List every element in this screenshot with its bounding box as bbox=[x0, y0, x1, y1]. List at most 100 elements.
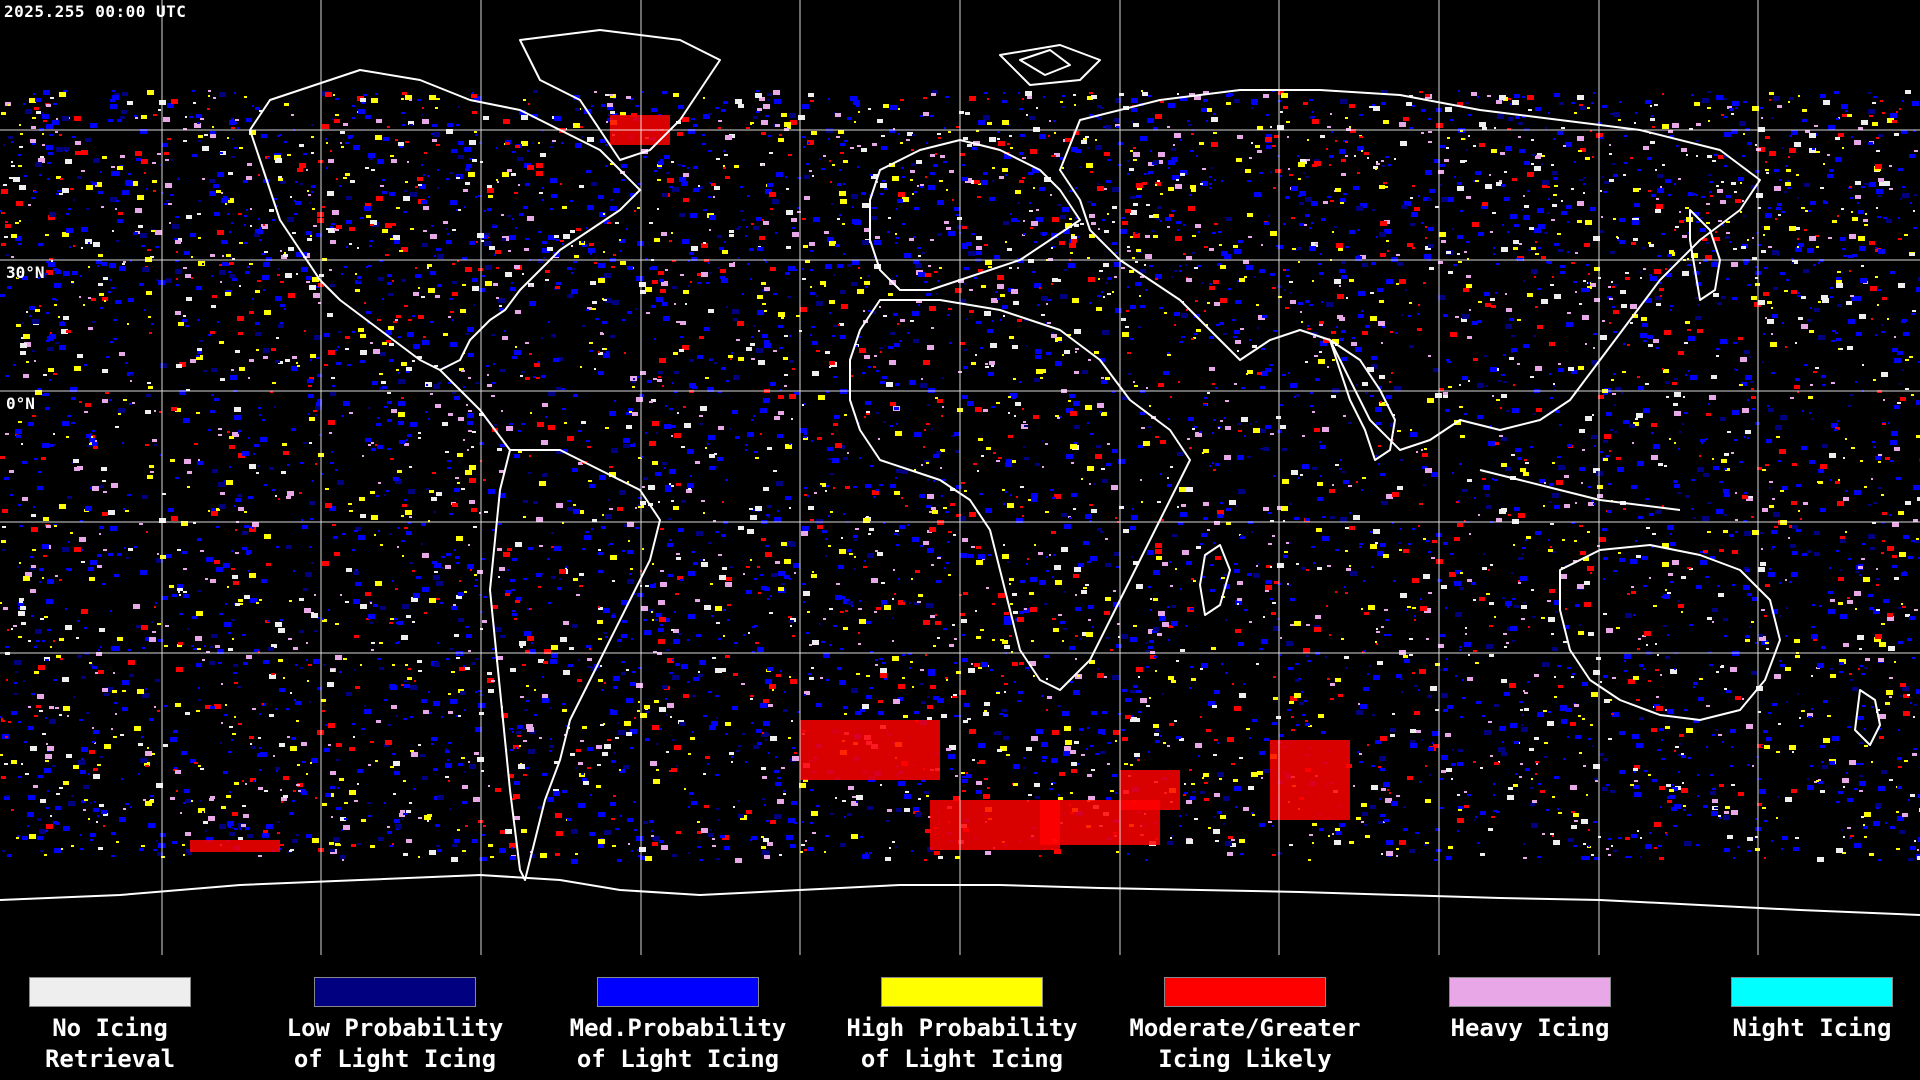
icing-pixel bbox=[1395, 332, 1398, 334]
icing-pixel bbox=[709, 359, 711, 361]
icing-pixel bbox=[1221, 251, 1228, 256]
icing-pixel bbox=[437, 169, 439, 171]
icing-pixel bbox=[877, 119, 883, 123]
icing-pixel bbox=[788, 154, 792, 156]
icing-pixel bbox=[844, 816, 846, 818]
icing-pixel bbox=[1710, 195, 1713, 197]
icing-pixel bbox=[1423, 538, 1426, 540]
icing-pixel bbox=[70, 387, 77, 392]
icing-pixel bbox=[1057, 417, 1060, 419]
icing-pixel bbox=[1682, 235, 1687, 238]
icing-pixel bbox=[1330, 200, 1334, 202]
icing-pixel bbox=[1158, 383, 1164, 387]
icing-pixel bbox=[784, 122, 791, 127]
icing-pixel bbox=[291, 366, 298, 371]
icing-pixel bbox=[517, 157, 523, 161]
icing-pixel bbox=[1535, 761, 1539, 763]
icing-pixel bbox=[1429, 189, 1435, 193]
icing-pixel bbox=[609, 466, 613, 468]
icing-pixel bbox=[1320, 253, 1322, 255]
icing-pixel bbox=[1246, 373, 1248, 375]
icing-pixel bbox=[1379, 300, 1384, 303]
icing-pixel bbox=[1550, 397, 1553, 399]
icing-pixel bbox=[983, 712, 989, 716]
icing-pixel bbox=[347, 364, 351, 366]
icing-pixel bbox=[308, 194, 311, 196]
icing-pixel bbox=[1485, 385, 1488, 387]
icing-pixel bbox=[1477, 320, 1482, 323]
icing-pixel bbox=[259, 239, 262, 241]
icing-pixel bbox=[648, 485, 655, 490]
icing-pixel bbox=[467, 449, 469, 451]
icing-pixel bbox=[892, 176, 899, 181]
icing-pixel bbox=[1297, 247, 1302, 250]
icing-pixel bbox=[92, 486, 99, 491]
icing-pixel bbox=[401, 112, 405, 114]
icing-pixel bbox=[8, 104, 10, 106]
icing-pixel bbox=[796, 315, 800, 317]
icing-pixel bbox=[1263, 94, 1269, 98]
icing-pixel bbox=[56, 147, 63, 152]
icing-pixel bbox=[406, 367, 412, 371]
icing-pixel bbox=[1045, 443, 1048, 445]
icing-pixel bbox=[881, 135, 885, 137]
icing-pixel bbox=[578, 803, 585, 808]
icing-pixel bbox=[898, 192, 905, 197]
icing-pixel bbox=[135, 208, 142, 213]
icing-pixel bbox=[1097, 183, 1099, 185]
icing-pixel bbox=[1114, 262, 1121, 267]
icing-pixel bbox=[1479, 122, 1486, 127]
icing-pixel bbox=[986, 447, 991, 450]
icing-pixel bbox=[42, 640, 45, 642]
icing-pixel bbox=[1745, 375, 1752, 380]
icing-pixel bbox=[843, 457, 848, 460]
icing-pixel bbox=[1725, 236, 1730, 239]
icing-pixel bbox=[316, 357, 320, 359]
icing-pixel bbox=[10, 494, 13, 496]
icing-pixel bbox=[691, 257, 697, 261]
icing-pixel bbox=[635, 308, 637, 310]
icing-pixel bbox=[1153, 127, 1158, 130]
icing-pixel bbox=[860, 277, 862, 279]
icing-pixel bbox=[1567, 444, 1572, 447]
icing-pixel bbox=[645, 432, 647, 434]
icing-pixel bbox=[267, 157, 270, 159]
icing-pixel bbox=[1397, 486, 1403, 490]
icing-pixel bbox=[1564, 504, 1570, 508]
icing-pixel bbox=[168, 203, 172, 205]
icing-pixel bbox=[1263, 447, 1269, 451]
icing-pixel bbox=[1075, 635, 1078, 637]
icing-pixel bbox=[16, 324, 21, 327]
icing-pixel bbox=[108, 119, 113, 122]
icing-pixel bbox=[789, 507, 791, 509]
icing-pixel bbox=[401, 247, 408, 252]
icing-pixel bbox=[1002, 120, 1009, 125]
icing-pixel bbox=[1349, 126, 1351, 128]
icing-pixel bbox=[1029, 210, 1033, 212]
icing-pixel bbox=[664, 424, 671, 429]
icing-pixel bbox=[1905, 359, 1909, 361]
icing-pixel bbox=[18, 421, 22, 423]
icing-pixel bbox=[1013, 378, 1016, 380]
icing-pixel bbox=[1251, 142, 1253, 144]
icing-pixel bbox=[1246, 265, 1253, 270]
icing-pixel bbox=[248, 377, 250, 379]
icing-pixel bbox=[532, 142, 534, 144]
icing-pixel bbox=[56, 176, 61, 179]
icing-pixel bbox=[556, 387, 561, 390]
icing-pixel bbox=[1586, 264, 1589, 266]
icing-pixel bbox=[235, 498, 241, 502]
icing-pixel bbox=[1724, 811, 1729, 814]
icing-pixel bbox=[140, 233, 147, 238]
icing-pixel bbox=[325, 488, 329, 490]
icing-pixel bbox=[1836, 277, 1841, 280]
icing-pixel bbox=[1361, 310, 1364, 312]
icing-pixel bbox=[993, 452, 996, 454]
icing-pixel bbox=[1361, 489, 1363, 491]
icing-pixel bbox=[1670, 135, 1674, 137]
icing-pixel bbox=[567, 436, 574, 441]
icing-pixel bbox=[1785, 165, 1788, 167]
icing-pixel bbox=[1384, 609, 1388, 611]
icing-pixel bbox=[326, 167, 328, 169]
icing-pixel bbox=[454, 488, 460, 492]
